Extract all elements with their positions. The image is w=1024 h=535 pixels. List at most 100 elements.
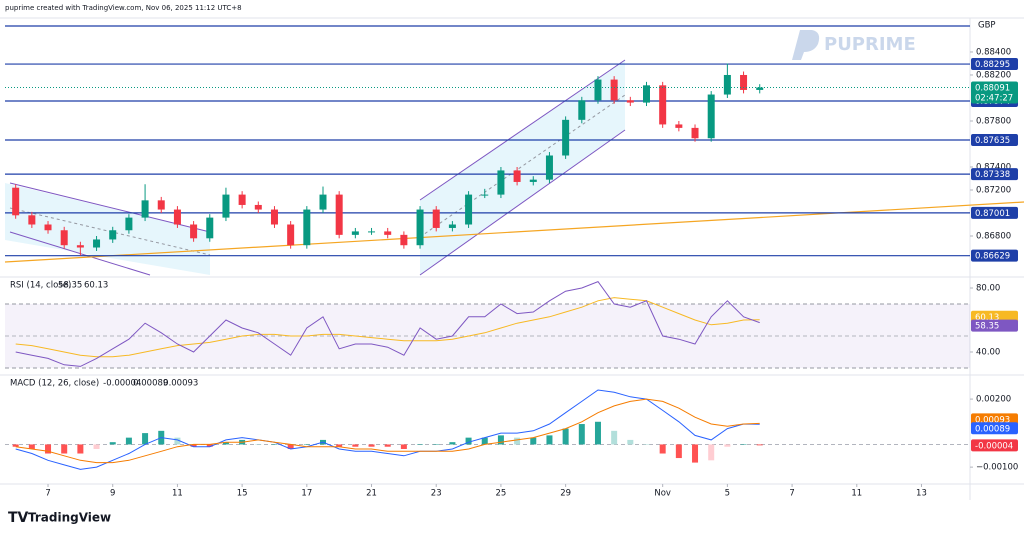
brand: 𝗧𝗩 TradingView [8,510,111,526]
x-tick-label: 21 [366,489,377,499]
candle-body [497,170,505,195]
candle-body [432,209,440,228]
y-tick-label: 0.87400 [976,162,1011,172]
level-label: 0.87338 [975,170,1010,180]
histogram-bar [125,437,132,445]
candle-body [206,217,214,239]
candle-body [125,217,133,231]
histogram-bar [77,444,84,454]
candle-body [562,119,570,156]
histogram-bar [514,437,521,445]
candle-body [109,230,117,240]
histogram-bar [336,444,343,447]
y-tick-label: 0.87200 [976,186,1011,196]
brand-logo: 𝗧𝗩 [8,510,29,526]
histogram-bar [578,424,585,445]
histogram-bar [142,433,149,445]
x-tick-label: 25 [496,489,507,499]
watermark-logo [792,30,820,60]
histogram-bar [546,435,553,445]
indicator-label: 0.00089 [975,424,1010,434]
watermark: PUPRIME [792,30,916,60]
histogram-bar [708,444,715,461]
indicator-label: 60.13 [975,313,999,323]
candle-body [626,100,634,103]
series-line [15,389,760,470]
candle-body [141,200,149,218]
price-box [971,81,1018,104]
candle-body [513,170,521,182]
level-label: 0.87001 [975,209,1010,219]
candle-body [756,87,764,90]
candle-body [28,215,36,225]
currency: GBP [978,21,996,31]
histogram-bar [627,439,634,445]
histogram-bar [255,444,262,445]
y-tick-label: −0.00100 [976,463,1018,473]
y-tick-label: 40.00 [976,348,1000,358]
candle-body [190,224,198,239]
candle-body [578,100,586,120]
candle-body [173,209,181,225]
candle-body [44,224,52,231]
x-tick-label: 17 [301,489,312,499]
brand-name: TradingView [28,511,111,525]
x-tick-label: 15 [237,489,248,499]
histogram-bar [433,444,440,445]
histogram-bar [271,444,278,445]
candle-body [416,209,424,246]
candle-body [707,94,715,139]
indicator-label-box [971,319,1018,332]
histogram-bar [109,442,116,445]
candle-body [594,79,602,101]
y-tick-label: 0.88400 [976,47,1011,57]
level-label-box [971,206,1018,219]
countdown: 02:47:27 [975,94,1013,104]
x-tick-label: 11 [851,489,862,499]
x-tick-label: 11 [172,489,183,499]
histogram-bar [400,444,407,449]
x-tick-label: 5 [725,489,730,499]
candle-body [643,85,651,103]
candle-body [76,245,84,248]
histogram-bar [756,444,763,446]
candle-body [351,231,359,235]
level-label: 0.88295 [975,60,1010,70]
histogram-bar [643,444,650,445]
y-tick-label: 80.00 [976,284,1000,294]
candle-body [222,194,230,218]
candle-body [384,231,392,235]
histogram-bar [481,437,488,445]
series-line [15,280,760,367]
indicator-label-box [971,422,1018,435]
histogram-bar [174,437,181,445]
channel-fill [5,183,210,275]
histogram-bar [190,444,197,447]
candle-body [465,194,473,225]
y-tick-label: 0.88200 [976,70,1011,80]
histogram-bar [530,437,537,445]
legend-value: 60.13 [84,281,108,291]
x-tick-label: 29 [560,489,571,499]
x-tick-label: 7 [789,489,794,499]
candle-body [319,194,327,210]
histogram-bar [659,444,666,454]
candle-body [659,85,667,125]
level-label-box [971,168,1018,181]
histogram-bar [465,437,472,445]
histogram-bar [562,428,569,445]
candle-body [610,79,618,101]
legend-value: 58.35 [58,281,82,291]
candle-body [691,127,699,139]
histogram-bar [352,444,359,447]
histogram-bar [611,430,618,445]
candle-body [448,224,456,228]
histogram-bar [45,444,52,454]
histogram-bar [61,444,68,454]
candle-body [368,231,376,233]
indicator-title: MACD (12, 26, close) [10,379,99,389]
candle-body [270,209,278,225]
candle-body [254,204,262,210]
histogram-bar [384,444,391,447]
histogram-bar [28,444,35,449]
